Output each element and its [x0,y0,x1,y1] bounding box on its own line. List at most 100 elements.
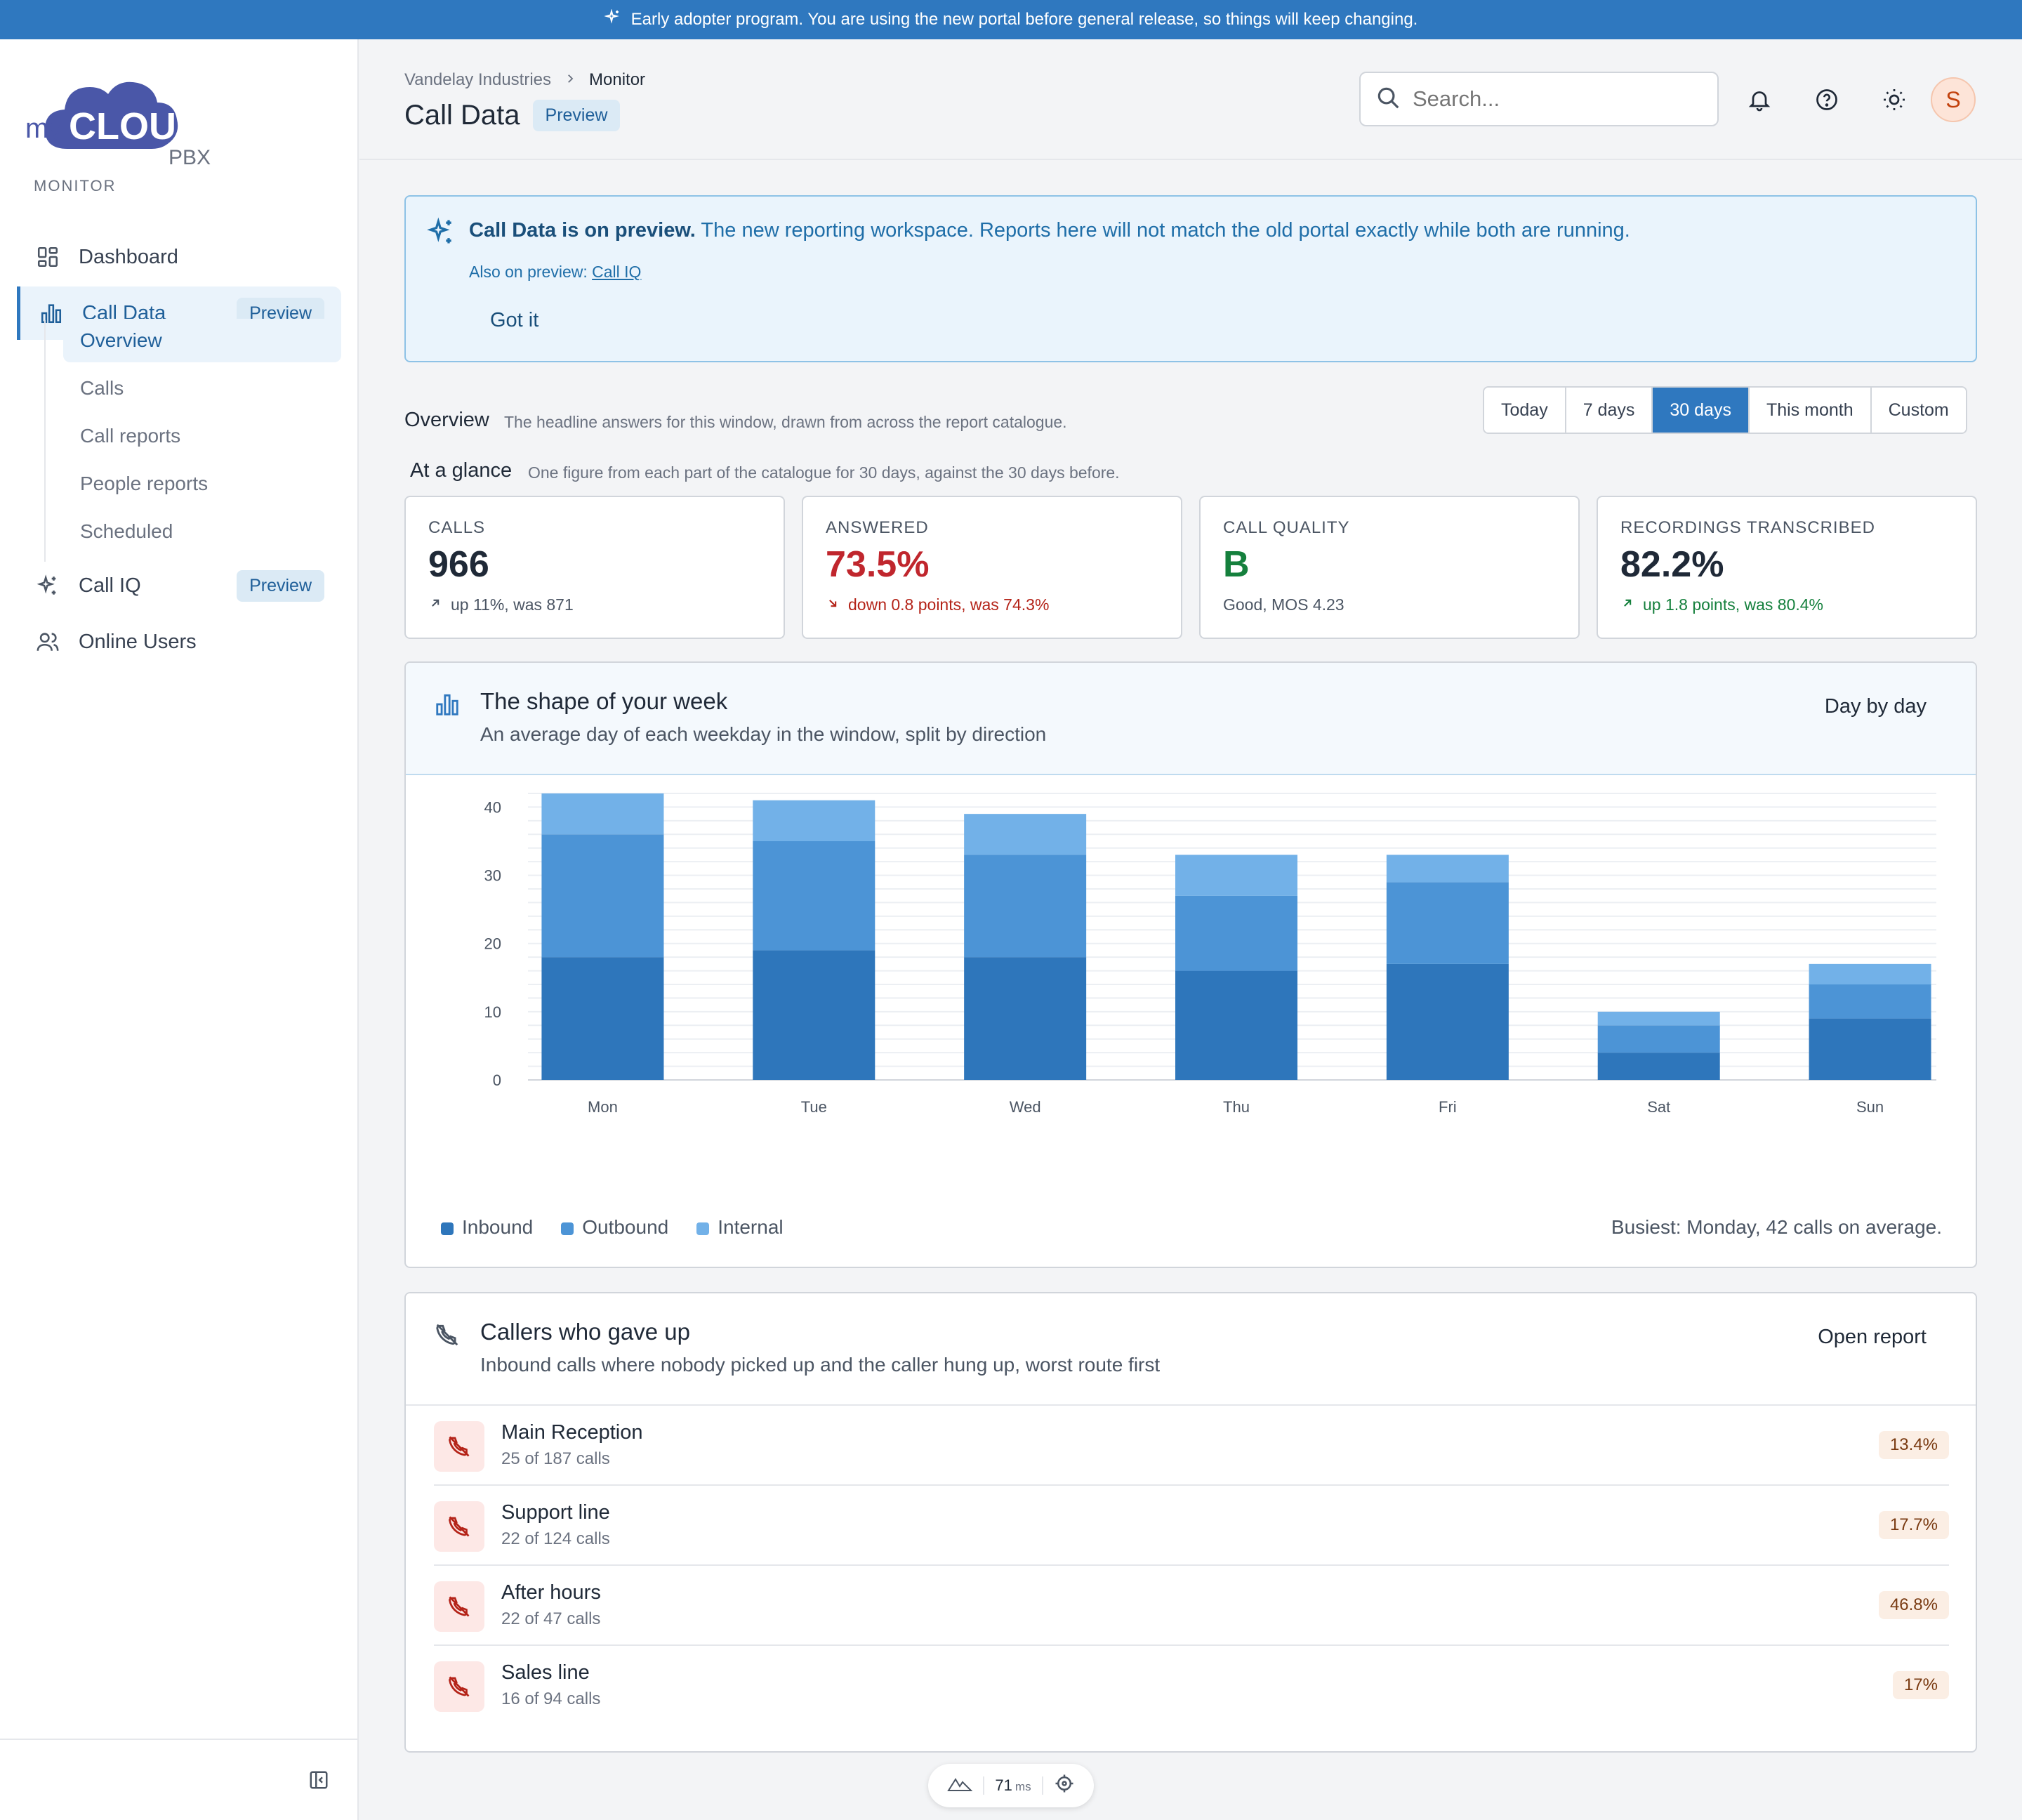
bar-chart-icon [434,691,461,721]
call-iq-link[interactable]: Call IQ [592,263,642,281]
latency-readout: 71 ms [995,1776,1031,1794]
kpi-call-quality[interactable]: CALL QUALITY B Good, MOS 4.23 [1199,496,1580,639]
mycloud-pbx-logo[interactable]: my CLOUD PBX [25,59,229,171]
kpi-calls[interactable]: CALLS 966 up 11%, was 871 [404,496,785,639]
notice-also: Also on preview: Call IQ [469,263,641,282]
sidebar-item-online-users[interactable]: Online Users [17,615,341,668]
x-tick-label: Sun [1856,1098,1884,1116]
breadcrumb-current: Monitor [589,70,646,89]
bar-segment-outbound-sun[interactable] [1809,984,1931,1019]
breadcrumb-org[interactable]: Vandelay Industries [404,70,552,89]
subnav-people-reports[interactable]: People reports [80,473,209,494]
subnav-overview[interactable]: Overview [63,319,341,362]
notice-also-label: Also on preview: [469,263,588,281]
bar-segment-outbound-mon[interactable] [541,834,664,958]
kpi-value: 82.2% [1620,544,1724,585]
sun-icon[interactable] [1879,84,1910,115]
arrow-up-right-icon [428,595,442,614]
range-30-days[interactable]: 30 days [1653,388,1750,433]
kpi-value: 73.5% [826,544,930,585]
busiest-note: Busiest: Monday, 42 calls on average. [1611,1216,1942,1238]
sidebar-item-label: Online Users [79,630,197,653]
range-selector: Today 7 days 30 days This month Custom [1483,386,1967,434]
subnav-call-reports[interactable]: Call reports [80,425,181,447]
page-title-text: Call Data [404,100,520,131]
list-item[interactable]: Sales line 16 of 94 calls 17% [434,1646,1949,1726]
subnav-calls[interactable]: Calls [80,377,124,399]
notice-bold: Call Data is on preview. [469,219,696,242]
preview-badge: Preview [237,569,324,602]
card-title: Callers who gave up [480,1319,690,1345]
bar-segment-internal-mon[interactable] [541,793,664,835]
callers-gave-up-card: Callers who gave up Inbound calls where … [404,1292,1977,1753]
early-adopter-banner: Early adopter program. You are using the… [0,0,2022,39]
x-tick-label: Mon [588,1098,618,1116]
range-today[interactable]: Today [1484,388,1566,433]
arrow-up-right-icon [1620,595,1634,614]
kpi-delta-text: up 11%, was 871 [451,595,574,614]
route-count: 22 of 47 calls [501,1609,601,1628]
bar-segment-internal-sun[interactable] [1809,963,1931,984]
list-item[interactable]: Support line 22 of 124 calls 17.7% [434,1486,1949,1566]
avatar[interactable]: S [1931,77,1976,122]
subnav-scheduled[interactable]: Scheduled [80,520,173,542]
route-name: Main Reception [501,1421,643,1444]
x-tick-label: Fri [1439,1098,1457,1116]
search-input[interactable] [1413,86,1707,112]
range-this-month[interactable]: This month [1749,388,1872,433]
legend-internal: Internal [696,1216,784,1239]
day-by-day-button[interactable]: Day by day [1824,695,1927,718]
bar-segment-outbound-fri[interactable] [1386,882,1509,964]
legend-inbound: Inbound [441,1216,533,1239]
sidebar: my CLOUD PBX MONITOR Dashboard Call Data… [0,39,359,1820]
open-report-button[interactable]: Open report [1818,1326,1927,1348]
y-tick-label: 20 [484,935,501,953]
at-a-glance-label: At a glance [410,459,513,482]
overview-label: Overview [404,409,489,431]
bar-segment-internal-sat[interactable] [1597,1011,1720,1026]
bar-segment-inbound-fri[interactable] [1386,963,1509,1080]
arrow-down-right-icon [826,595,840,614]
bar-segment-inbound-wed[interactable] [964,957,1087,1080]
users-icon [34,628,62,656]
route-name: After hours [501,1581,601,1604]
list-item[interactable]: Main Reception 25 of 187 calls 13.4% [434,1406,1949,1486]
got-it-button[interactable]: Got it [490,309,539,331]
bar-segment-internal-tue[interactable] [753,800,875,841]
kpi-answered[interactable]: ANSWERED 73.5% down 0.8 points, was 74.3… [802,496,1182,639]
list-item[interactable]: After hours 22 of 47 calls 46.8% [434,1566,1949,1646]
bar-segment-inbound-sun[interactable] [1809,1018,1931,1080]
help-icon[interactable] [1811,84,1842,115]
bar-segment-inbound-mon[interactable] [541,957,664,1080]
kpi-label: CALL QUALITY [1223,518,1350,537]
kpi-value: B [1223,544,1250,585]
page-header: Vandelay Industries Monitor Call Data Pr… [359,39,2022,160]
bar-segment-internal-wed[interactable] [964,814,1087,855]
card-subtitle: Inbound calls where nobody picked up and… [480,1354,1161,1376]
route-percent: 17.7% [1878,1511,1949,1539]
collapse-sidebar-icon[interactable] [308,1769,329,1791]
card-title: The shape of your week [480,688,728,714]
bar-segment-outbound-sat[interactable] [1597,1025,1720,1053]
submenu-rail [44,320,46,562]
bar-segment-internal-fri[interactable] [1386,855,1509,883]
route-count: 25 of 187 calls [501,1449,610,1468]
kpi-delta: up 11%, was 871 [428,595,761,614]
bar-segment-inbound-sat[interactable] [1597,1053,1720,1080]
bar-segment-outbound-thu[interactable] [1175,895,1297,971]
crosshair-icon[interactable] [1054,1773,1075,1798]
performance-widget[interactable]: 71 ms [928,1764,1094,1807]
bell-icon[interactable] [1744,84,1775,115]
range-custom[interactable]: Custom [1871,388,1966,433]
kpi-recordings-transcribed[interactable]: RECORDINGS TRANSCRIBED 82.2% up 1.8 poin… [1597,496,1977,639]
x-tick-label: Sat [1647,1098,1670,1116]
search-box[interactable] [1359,72,1719,126]
bar-segment-inbound-tue[interactable] [753,950,875,1080]
bar-segment-outbound-wed[interactable] [964,855,1087,958]
sidebar-item-dashboard[interactable]: Dashboard [17,230,341,284]
bar-segment-outbound-tue[interactable] [753,841,875,951]
sidebar-item-call-iq[interactable]: Call IQ Preview [17,559,341,612]
bar-segment-inbound-thu[interactable] [1175,970,1297,1080]
range-7-days[interactable]: 7 days [1566,388,1653,433]
bar-segment-internal-thu[interactable] [1175,855,1297,896]
